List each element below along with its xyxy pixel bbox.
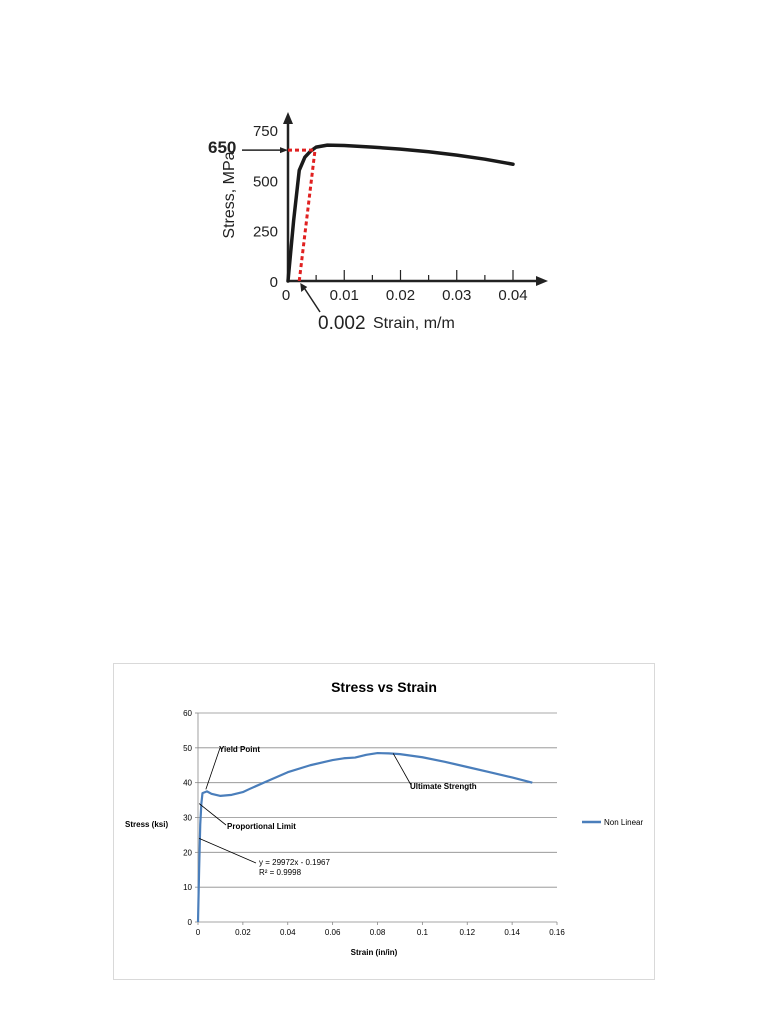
chart1-y-axis-arrow [283,112,293,124]
chart2-frame: Stress vs Strain 0 0.02 0.04 0.06 0.08 0.1 0.1… [113,663,655,980]
chart2-x-tick-label: 0.08 [370,928,386,937]
chart1-yield-arrow-head [280,147,288,154]
chart1-offset-arrow-line [301,284,321,313]
chart1-y-axis-label: Stress, MPa [221,151,238,238]
chart1-x-ticks: 0 0.01 0.02 0.03 0.04 [282,270,528,304]
chart1-y-tick-label: 250 [253,224,278,241]
chart2-x-tick-label: 0.16 [549,928,565,937]
chart2-legend-label: Non Linear [604,818,643,827]
chart2-x-tick-label: 0.06 [325,928,341,937]
stress-strain-chart-mpa: 0 0.01 0.02 0.03 0.04 0 250 500 750 Strain, m/m… [208,112,548,334]
chart1-x-tick-label: 0.04 [498,287,527,304]
chart2-ultimate-strength-label: Ultimate Strength [410,782,477,791]
chart2-series [196,751,533,923]
chart2-y-axis-label: Stress (ksi) [125,820,168,829]
chart2-y-tick-label: 50 [183,744,192,753]
chart2-trendline-equation-leader [198,838,257,864]
chart1-x-tick-label: 0.01 [330,287,359,304]
chart2-x-tick-label: 0.14 [504,928,520,937]
chart1-x-tick-label: 0.02 [386,287,415,304]
stress-strain-chart-ksi: Stress vs Strain 0 0.02 0.04 0.06 0.08 0.1 0.1… [125,679,643,957]
chart2-x-tick-label: 0.04 [280,928,296,937]
chart2-ultimate-strength-leader [392,753,412,786]
chart1-y-tick-label: 750 [253,123,278,140]
chart2-x-tick-label: 0.02 [235,928,251,937]
chart2-proportional-limit-label: Proportional Limit [227,822,296,831]
chart2-x-axis-label: Strain (in/in) [351,948,398,957]
chart2-x-tick-label: 0.1 [417,928,429,937]
chart1-stress-curve [286,143,515,283]
chart2-r-squared: R² = 0.9998 [259,868,302,877]
chart1-offset-arrow-head [300,283,308,292]
chart1-axes [283,112,548,286]
chart2-y-ticks: 0 10 20 30 40 50 60 [183,709,198,927]
chart1-offset-line [297,149,317,282]
chart1-y-tick-label: 500 [253,173,278,190]
chart1-y-tick-label: 0 [270,274,278,291]
chart1-x-tick-label: 0 [282,287,290,304]
chart2-x-ticks: 0 0.02 0.04 0.06 0.08 0.1 0.12 0.14 0.16 [196,922,565,937]
chart1-offset-strain-label: 0.002 [318,313,366,334]
chart2-yield-point-label: Yield Point [219,745,260,754]
chart2-yield-point-leader [205,747,221,790]
chart1-series [286,143,515,283]
chart2-y-tick-label: 0 [188,918,193,927]
chart1-y-ticks: 0 250 500 750 [253,123,278,291]
chart1-x-axis-label: Strain, m/m [373,315,455,332]
chart1-annotations [242,147,321,313]
chart2-y-tick-label: 60 [183,709,192,718]
chart2-proportional-limit-leader [198,803,227,826]
chart2-series-line [196,751,533,923]
chart1-yield-stress-label: 650 [208,138,236,157]
chart2-y-tick-label: 30 [183,814,192,823]
chart1-x-axis-arrow [536,276,548,286]
chart2-x-tick-label: 0.12 [459,928,475,937]
chart2-trendline-equation: y = 29972x - 0.1967 [259,858,330,867]
chart2-title: Stress vs Strain [331,679,437,695]
chart2-y-tick-label: 40 [183,779,192,788]
chart2-legend: Non Linear [582,818,643,827]
chart2-annotations: Yield Point Ultimate Strength Proportional… [198,745,477,877]
chart1-x-tick-label: 0.03 [442,287,471,304]
chart2-y-tick-label: 10 [183,883,192,892]
chart2-x-tick-label: 0 [196,928,201,937]
chart2-y-tick-label: 20 [183,848,192,857]
